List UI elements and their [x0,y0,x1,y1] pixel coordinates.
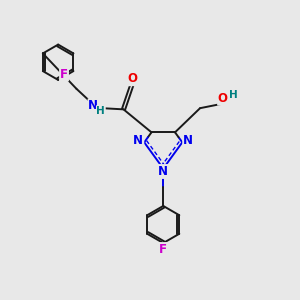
Text: O: O [218,92,228,105]
Text: F: F [159,243,167,256]
Text: H: H [97,106,105,116]
Text: H: H [229,90,238,100]
Text: F: F [60,68,68,80]
Text: N: N [88,99,98,112]
Text: N: N [183,134,193,147]
Text: O: O [127,72,137,85]
Text: N: N [133,134,143,147]
Text: N: N [158,165,168,178]
